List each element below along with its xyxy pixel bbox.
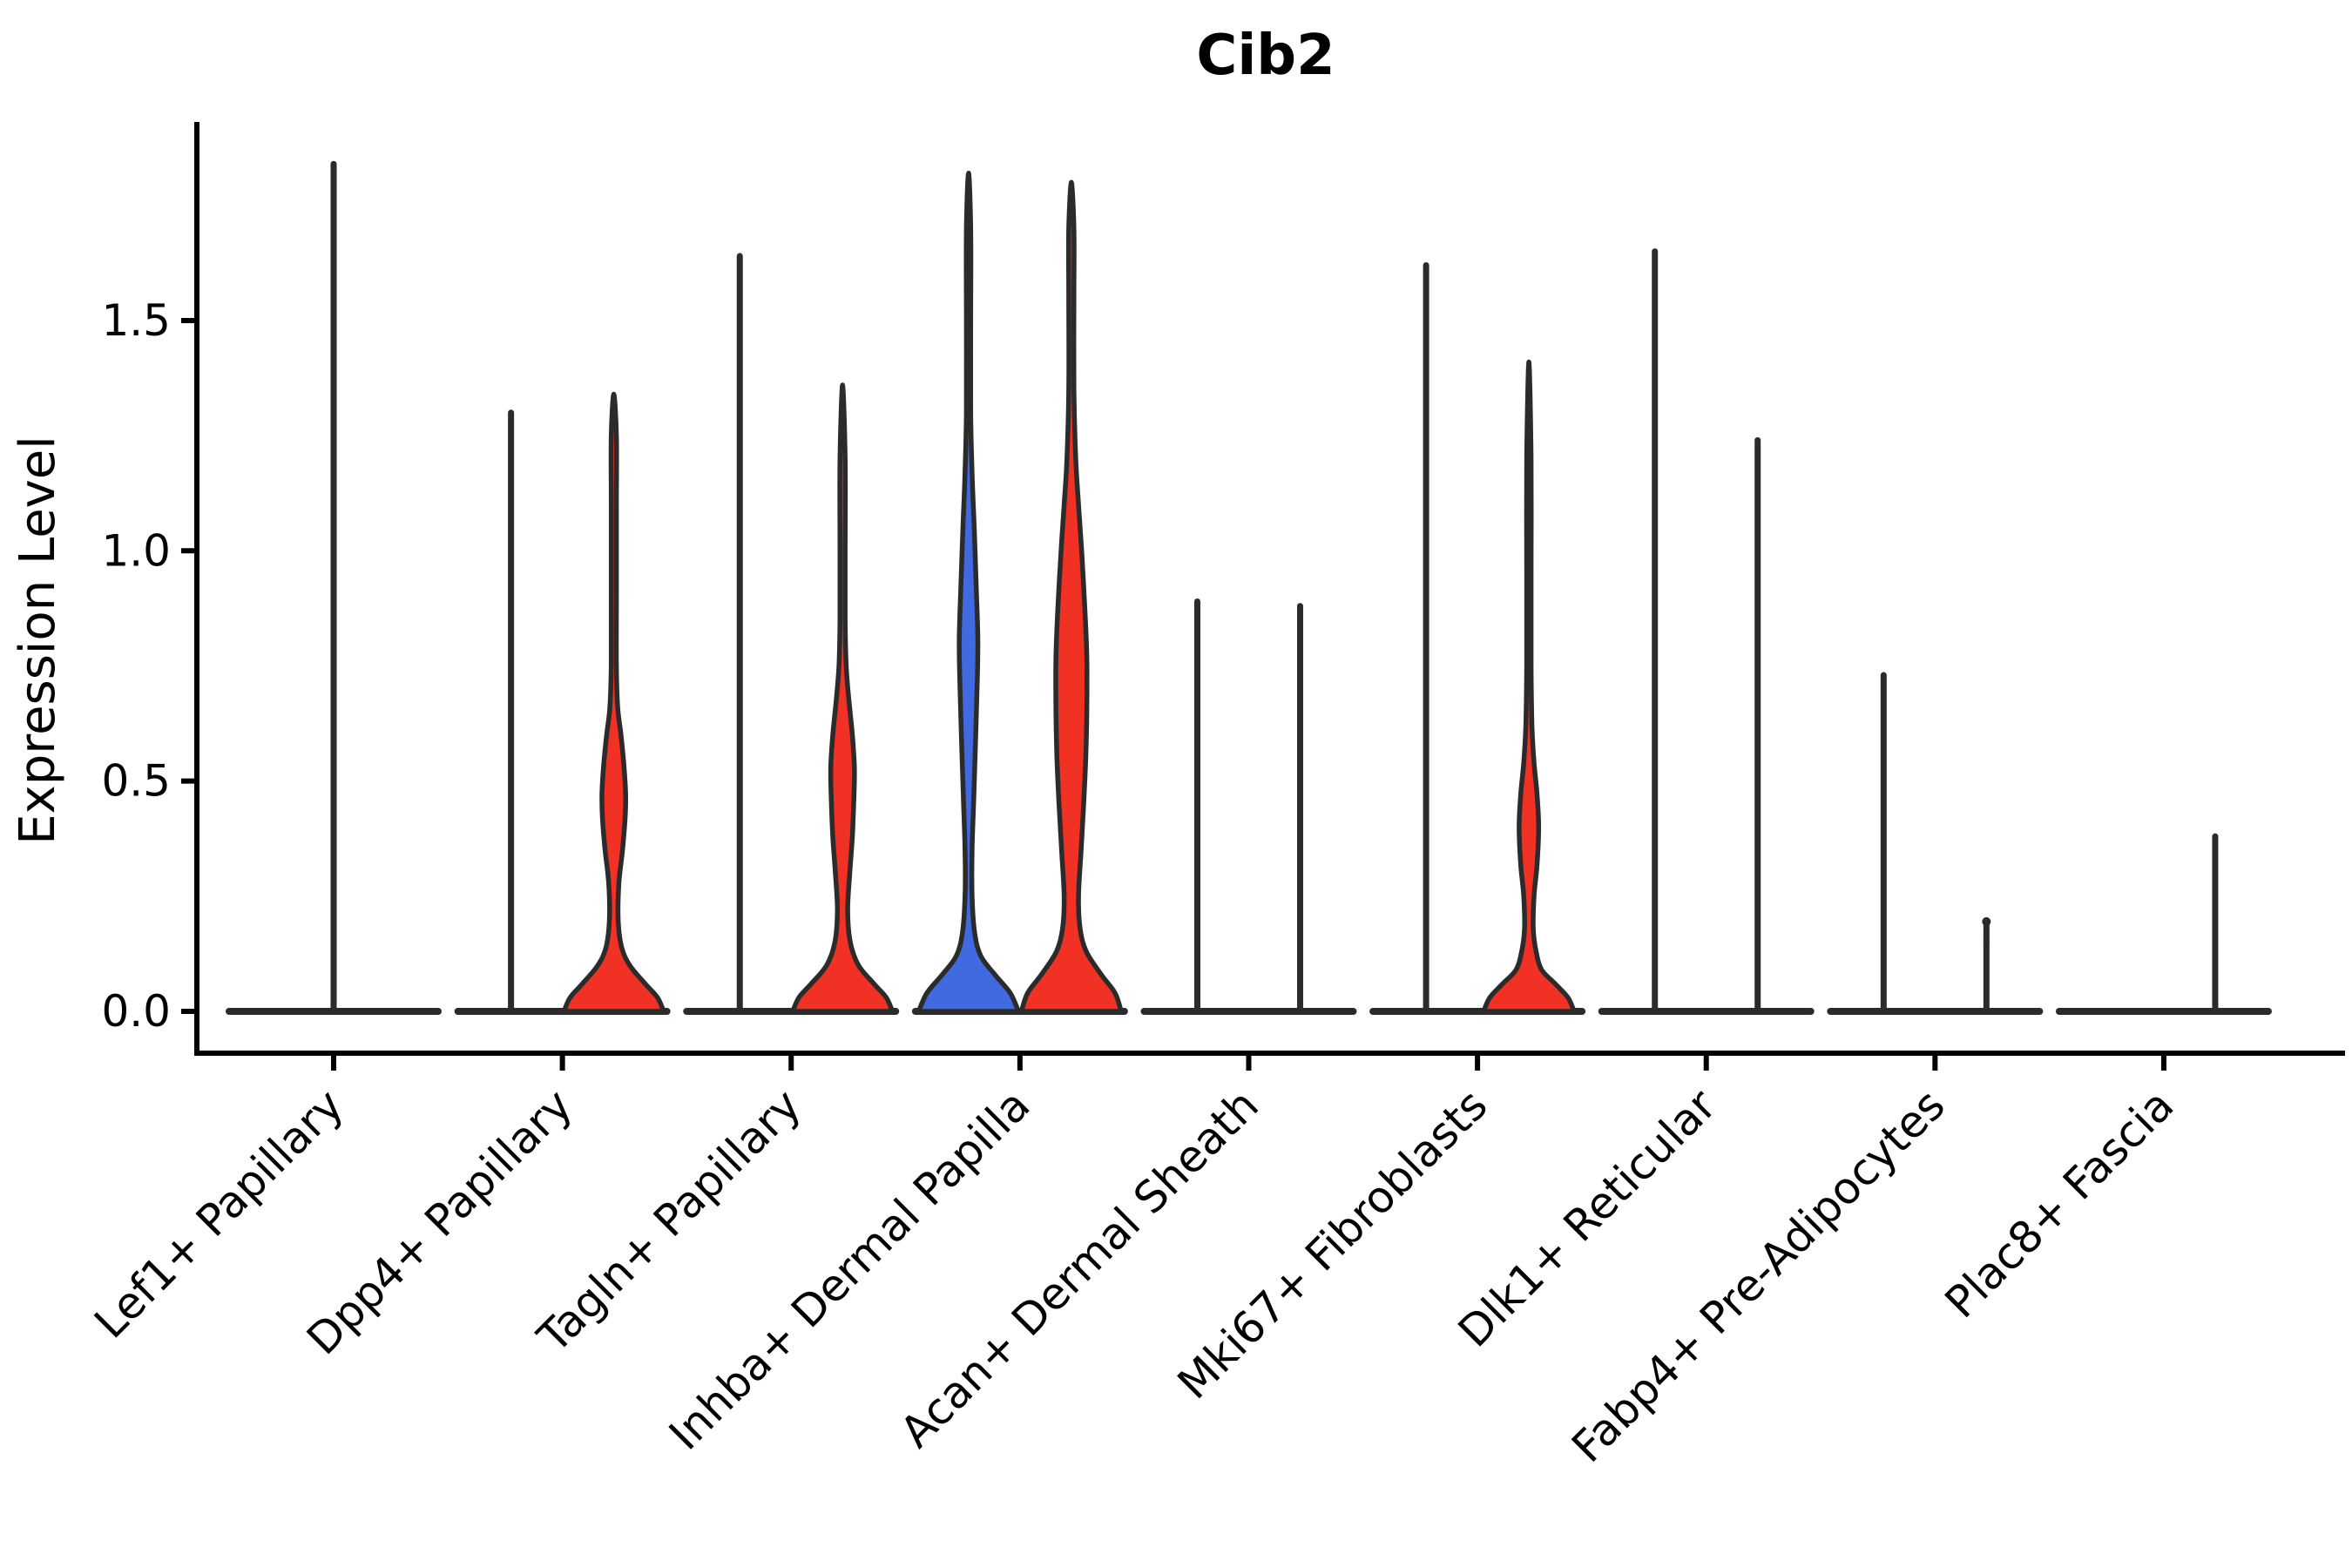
violin-red-5-right: [1481, 359, 1577, 1014]
y-tick-label: 0.0: [101, 986, 171, 1037]
violin-red-3-right: [1018, 179, 1124, 1014]
violin-outlier-dot: [1983, 939, 1990, 946]
y-tick-label: 1.0: [101, 525, 171, 576]
y-tick-label: 1.5: [101, 295, 171, 346]
violin-shapes: [330, 160, 2219, 1015]
chart-title: Cib2: [1196, 24, 1335, 88]
x-tick-label: Plac8+ Fascia: [1936, 1079, 2184, 1328]
y-axis-label: Expression Level: [10, 436, 66, 845]
x-tick-label: Lef1+ Papillary: [84, 1079, 353, 1348]
x-tick-label: Inhba+ Dermal Papilla: [659, 1079, 1039, 1459]
x-tick-label: Fabp4+ Pre-Adipocytes: [1562, 1079, 1955, 1472]
axes-spines: [194, 122, 2345, 1056]
y-tick-label: 0.5: [101, 756, 171, 807]
violin-red-2-right: [790, 382, 896, 1014]
y-axis-ticks: 0.0 0.5 1.0 1.5: [101, 295, 197, 1037]
violin-outlier-dot: [1983, 930, 1990, 937]
violin-red-1-right: [561, 391, 666, 1014]
violin-blue-3-left: [916, 171, 1021, 1014]
violin-outlier-dot: [1982, 916, 1991, 926]
